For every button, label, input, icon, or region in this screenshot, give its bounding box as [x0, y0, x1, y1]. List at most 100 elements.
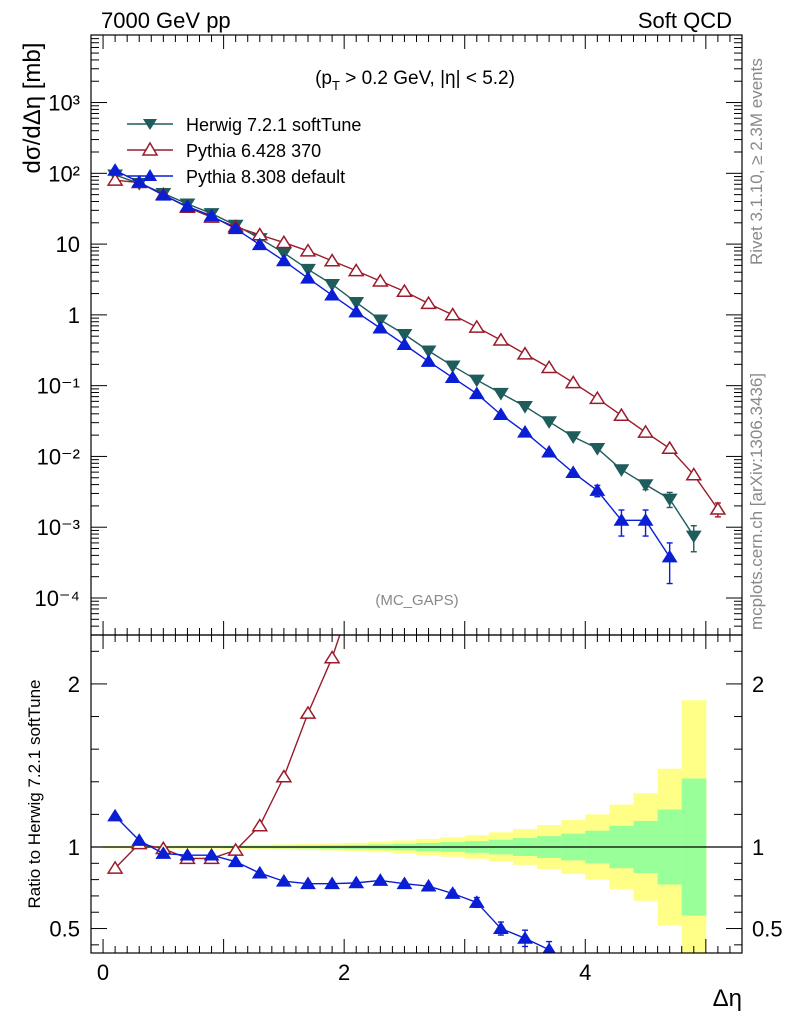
- ratio-point: [155, 846, 172, 859]
- main-y-axis-label: dσ/dΔη [mb]: [19, 43, 46, 174]
- data-point: [324, 278, 341, 292]
- ratio-y-axis-label: Ratio to Herwig 7.2.1 softTune: [25, 680, 44, 909]
- data-point: [396, 283, 413, 297]
- analysis-watermark: (MC_GAPS): [375, 592, 458, 609]
- data-point: [468, 386, 485, 400]
- main-data-series: [106, 163, 727, 585]
- ratio-axis-ticks: 0.5 0.5 1 1 2 2 0 2 4: [49, 635, 783, 985]
- data-point: [324, 287, 341, 301]
- legend-label-pythia8: Pythia 8.308 default: [186, 167, 345, 187]
- data-point: [227, 221, 244, 235]
- data-point: [396, 328, 413, 342]
- data-point: [541, 416, 558, 429]
- data-point: [347, 263, 365, 277]
- data-point: [588, 390, 606, 405]
- data-point: [420, 295, 437, 310]
- y-tick-label: 10⁻³: [37, 515, 80, 540]
- main-panel: 10⁻⁴ 10⁻³ 10⁻² 10⁻¹ 1 10 10² 10³ dσ/dΔη [mb] (p…: [19, 34, 743, 636]
- y-tick-label: 10⁻⁴: [34, 586, 80, 611]
- ratio-point: [300, 876, 316, 890]
- data-point: [709, 501, 727, 515]
- ratio-y-tick-label-right: 0.5: [752, 917, 783, 942]
- legend-label-pythia6: Pythia 6.428 370: [186, 141, 321, 161]
- mcplots-source-label: mcplots.cern.ch [arXiv:1306.3436]: [747, 373, 766, 630]
- data-point: [348, 297, 365, 310]
- data-point: [155, 188, 172, 201]
- series-2: [107, 163, 678, 585]
- legend: Herwig 7.2.1 softTune Pythia 6.428 370 P…: [127, 115, 361, 187]
- y-tick-label: 1: [68, 303, 80, 328]
- data-point: [565, 431, 582, 444]
- data-point: [251, 237, 268, 251]
- x-tick-label: 4: [579, 960, 591, 985]
- data-point: [107, 163, 124, 176]
- header-right-label: Soft QCD: [638, 8, 732, 33]
- data-point: [300, 263, 316, 277]
- data-point: [541, 444, 558, 458]
- data-point: [131, 174, 148, 188]
- data-point: [420, 354, 437, 367]
- data-point: [371, 273, 389, 287]
- y-tick-label: 10⁻²: [37, 444, 80, 469]
- ratio-point: [468, 895, 485, 908]
- data-point: [613, 513, 630, 526]
- data-point: [275, 234, 293, 249]
- ratio-point: [372, 873, 389, 886]
- data-point: [613, 407, 630, 422]
- data-point: [444, 360, 461, 374]
- ratio-series-0: [106, 635, 341, 874]
- rivet-version-label: Rivet 3.1.10, ≥ 2.3M events: [747, 58, 766, 265]
- data-point: [323, 253, 341, 267]
- data-point: [468, 374, 485, 388]
- ratio-point: [203, 847, 220, 861]
- data-point: [299, 243, 317, 257]
- data-point: [637, 479, 654, 492]
- data-point: [540, 359, 558, 374]
- ratio-point: [492, 921, 509, 934]
- legend-label-herwig: Herwig 7.2.1 softTune: [186, 115, 361, 135]
- x-tick-label: 0: [97, 960, 109, 985]
- series-1: [106, 172, 727, 518]
- ratio-y-tick-label-right: 2: [752, 672, 764, 697]
- selection-annotation: (pT > 0.2 GeV, |η| < 5.2): [315, 68, 515, 93]
- main-axis-ticks: 10⁻⁴ 10⁻³ 10⁻² 10⁻¹ 1 10 10² 10³: [34, 34, 742, 636]
- ratio-point: [179, 847, 196, 861]
- legend-marker-herwig: [143, 119, 157, 130]
- series-0: [107, 169, 702, 553]
- uncertainty-band: [103, 700, 707, 953]
- data-point: [396, 337, 413, 351]
- ratio-point: [396, 876, 413, 890]
- data-point: [661, 549, 678, 563]
- ratio-plot-frame: [90, 634, 743, 954]
- series-line: [115, 179, 719, 510]
- data-point: [348, 304, 365, 318]
- data-point: [661, 440, 679, 455]
- legend-marker-pythia8: [143, 169, 157, 181]
- ratio-point: [517, 931, 533, 944]
- ratio-point: [251, 865, 268, 879]
- series-line: [114, 174, 695, 537]
- annotation-sub: T: [332, 78, 340, 93]
- data-point: [589, 442, 606, 456]
- y-tick-label: 10³: [48, 91, 80, 116]
- data-point: [589, 483, 606, 496]
- data-point: [517, 424, 533, 438]
- data-point: [637, 424, 654, 438]
- data-point: [564, 375, 582, 389]
- ratio-y-tick-label-right: 1: [752, 835, 764, 860]
- ratio-point: [299, 705, 317, 719]
- data-point: [203, 208, 220, 222]
- ratio-data-series: [91, 635, 742, 953]
- annotation-pre: (p: [315, 68, 332, 89]
- x-tick-label: 2: [338, 960, 350, 985]
- ratio-point: [420, 878, 437, 892]
- data-point: [492, 387, 509, 401]
- data-point: [637, 513, 654, 526]
- data-point: [517, 400, 533, 414]
- ratio-y-tick-label-left: 2: [68, 672, 80, 697]
- data-point: [444, 370, 461, 383]
- ratio-y-tick-label-left: 0.5: [49, 917, 80, 942]
- data-point: [468, 319, 486, 333]
- data-point: [516, 346, 534, 360]
